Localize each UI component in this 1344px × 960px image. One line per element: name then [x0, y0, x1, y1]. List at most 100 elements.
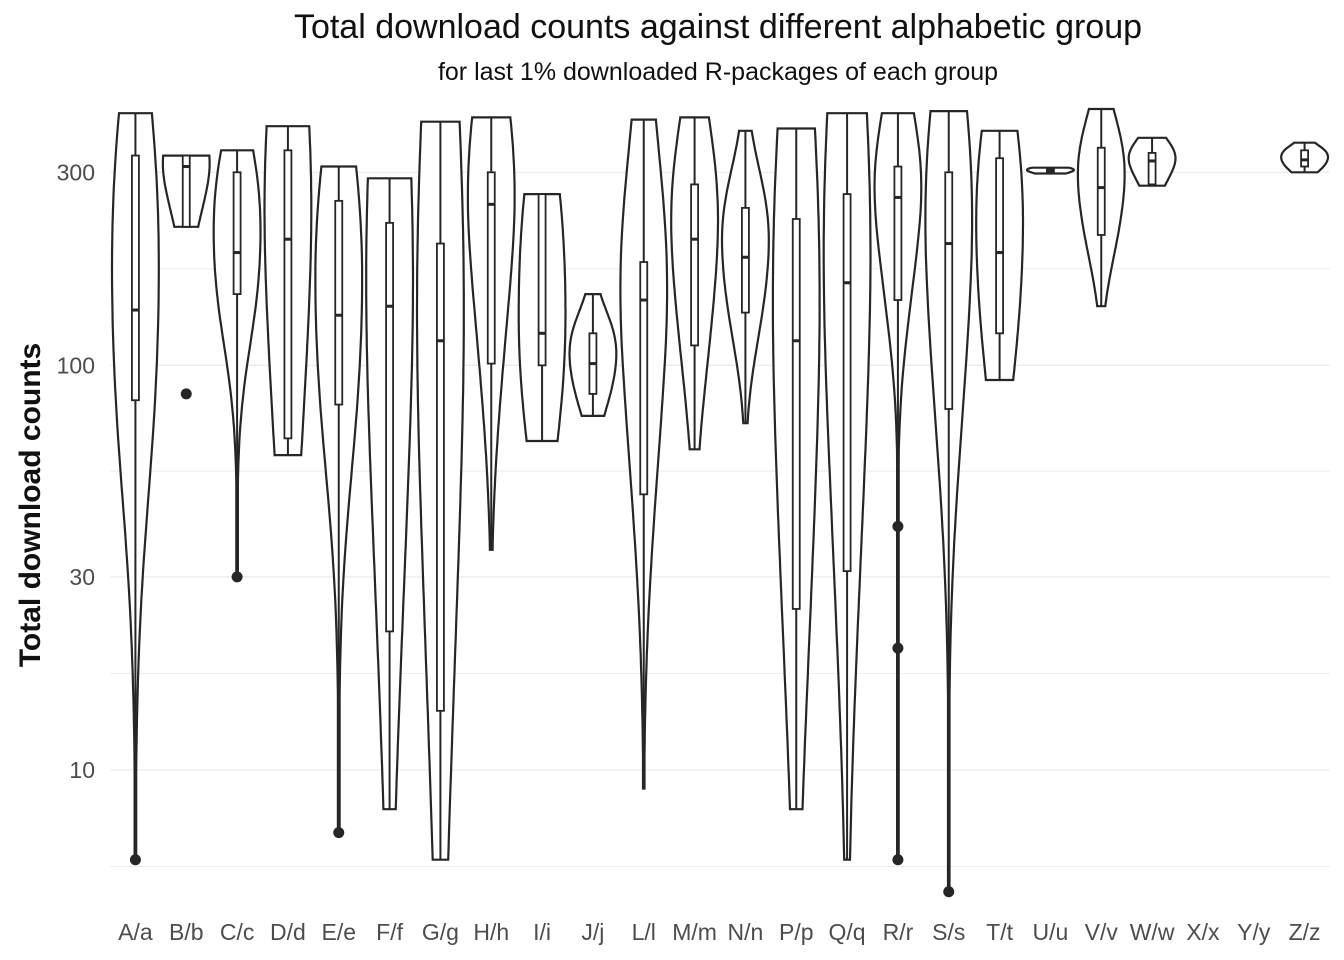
- outlier-point: [943, 886, 955, 898]
- violin-group: [670, 116, 720, 451]
- x-tick-label: T/t: [986, 919, 1013, 945]
- box-iqr: [1096, 146, 1106, 236]
- outlier-point: [892, 854, 904, 866]
- violin-group: [975, 129, 1025, 382]
- violin-group: [415, 120, 465, 861]
- x-tick-labels: A/a B/b C/c D/d E/e F/f G/g H/h I/i J/j L/l M/m N/n P…: [118, 919, 1320, 945]
- x-tick-label: M/m: [672, 919, 717, 945]
- x-tick-label: Y/y: [1237, 919, 1271, 945]
- x-tick-label: U/u: [1033, 919, 1069, 945]
- outlier-point: [231, 571, 243, 583]
- y-tick-label: 300: [57, 159, 95, 185]
- median-mark: [386, 304, 394, 308]
- violin-group: [720, 129, 770, 425]
- box-iqr: [283, 149, 293, 440]
- violin-group: [517, 193, 567, 443]
- y-tick-label: 100: [57, 352, 95, 378]
- box-iqr: [131, 154, 140, 402]
- violin-layer: [110, 107, 1330, 898]
- median-mark: [1046, 169, 1054, 173]
- x-tick-label: W/w: [1130, 919, 1175, 945]
- violin-group: [365, 177, 415, 811]
- box-iqr: [181, 154, 191, 228]
- median-mark: [487, 202, 495, 206]
- median-mark: [233, 251, 241, 255]
- box-iqr: [944, 171, 954, 410]
- median-mark: [792, 339, 800, 343]
- median-mark: [335, 313, 343, 317]
- box-iqr: [639, 261, 649, 496]
- violin-group: [1076, 107, 1126, 308]
- box-iqr: [690, 183, 699, 347]
- box-iqr: [537, 193, 547, 367]
- grid-layer: [110, 171, 1330, 867]
- violin-group: [466, 116, 516, 551]
- outlier-point: [180, 388, 192, 400]
- x-tick-label: L/l: [632, 919, 656, 945]
- box-iqr: [842, 193, 852, 573]
- chart-subtitle: for last 1% downloaded R-packages of eac…: [437, 58, 999, 86]
- x-tick-label: S/s: [932, 919, 965, 945]
- x-tick-label: A/a: [118, 919, 153, 945]
- box-iqr: [995, 157, 1004, 335]
- box-iqr: [1147, 152, 1157, 186]
- x-tick-label: X/x: [1186, 919, 1220, 945]
- median-mark: [996, 251, 1004, 255]
- median-mark: [640, 298, 648, 302]
- y-tick-label: 30: [69, 564, 95, 590]
- median-mark: [284, 237, 292, 241]
- median-mark: [691, 237, 699, 241]
- violin-group: [822, 112, 872, 861]
- outlier-point: [892, 642, 904, 654]
- x-tick-label: B/b: [169, 919, 204, 945]
- x-tick-label: H/h: [473, 919, 509, 945]
- box-iqr: [385, 221, 394, 633]
- x-tick-label: Q/q: [829, 919, 866, 945]
- median-mark: [589, 362, 597, 366]
- violin-group: [161, 154, 211, 400]
- box-iqr: [486, 171, 496, 365]
- violin-group: [110, 112, 160, 866]
- violin-group: [1025, 166, 1075, 175]
- x-tick-label: D/d: [270, 919, 306, 945]
- median-mark: [843, 281, 851, 285]
- x-tick-label: Z/z: [1289, 919, 1321, 945]
- median-mark: [1301, 158, 1309, 162]
- x-tick-label: J/j: [581, 919, 604, 945]
- median-mark: [131, 308, 139, 312]
- violin-group: [924, 110, 974, 898]
- median-mark: [894, 195, 902, 199]
- violin-group: [1280, 141, 1330, 174]
- outlier-point: [129, 854, 141, 866]
- box-iqr: [334, 199, 344, 406]
- median-mark: [945, 242, 953, 246]
- median-mark: [436, 339, 444, 343]
- x-tick-label: N/n: [728, 919, 764, 945]
- x-tick-label: F/f: [376, 919, 403, 945]
- box-iqr: [232, 171, 242, 295]
- y-tick-labels: 10 30 100 300: [57, 159, 95, 783]
- median-mark: [182, 165, 190, 169]
- box-iqr: [436, 242, 445, 712]
- x-tick-label: R/r: [883, 919, 914, 945]
- violin-group: [263, 125, 313, 457]
- box-iqr: [791, 218, 801, 610]
- violin-group: [568, 293, 618, 417]
- x-tick-label: V/v: [1085, 919, 1119, 945]
- box-iqr: [893, 165, 903, 301]
- median-mark: [538, 331, 546, 335]
- x-tick-label: E/e: [321, 919, 356, 945]
- x-tick-label: P/p: [779, 919, 814, 945]
- chart-title: Total download counts against different …: [293, 8, 1143, 46]
- median-mark: [1148, 159, 1156, 163]
- median-mark: [1097, 186, 1105, 190]
- x-tick-label: I/i: [533, 919, 551, 945]
- outlier-point: [892, 520, 904, 532]
- violin-group: [873, 112, 923, 866]
- x-tick-label: G/g: [422, 919, 459, 945]
- box-iqr: [741, 206, 750, 314]
- violin-group: [771, 127, 821, 811]
- y-axis-label: Total download counts: [14, 343, 47, 667]
- violin-group: [619, 118, 669, 790]
